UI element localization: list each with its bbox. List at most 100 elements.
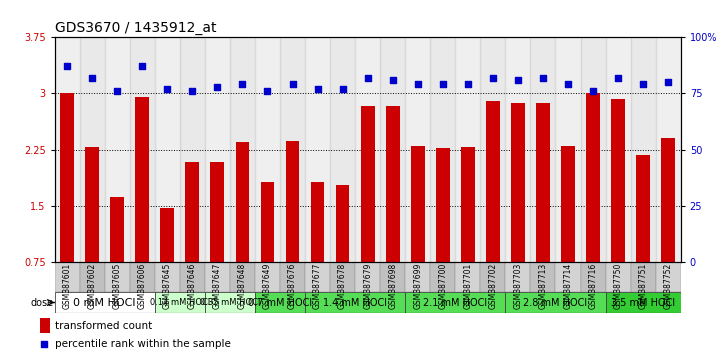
Point [312, 86, 323, 92]
Text: 0.7 mM HOCl: 0.7 mM HOCl [248, 297, 312, 308]
Point [287, 81, 298, 87]
Bar [205, 292, 255, 313]
Bar [606, 262, 630, 292]
Bar [135, 97, 149, 262]
Bar [210, 162, 224, 262]
Bar [311, 182, 325, 262]
Bar [486, 101, 499, 262]
Bar [79, 262, 105, 292]
Text: GSM387700: GSM387700 [438, 263, 447, 309]
Bar [55, 262, 79, 292]
Text: GSM387648: GSM387648 [238, 263, 247, 309]
Text: GSM387701: GSM387701 [463, 263, 472, 309]
Bar [180, 37, 205, 262]
Bar [405, 292, 505, 313]
Text: GSM387679: GSM387679 [363, 263, 372, 309]
Bar [606, 37, 630, 262]
Text: GSM387677: GSM387677 [313, 263, 322, 309]
Bar [380, 37, 405, 262]
Bar [85, 147, 99, 262]
Text: dose: dose [31, 297, 54, 308]
Bar [205, 37, 230, 262]
Bar [430, 262, 455, 292]
Bar [505, 37, 531, 262]
Bar [536, 103, 550, 262]
Point [437, 81, 448, 87]
Text: percentile rank within the sample: percentile rank within the sample [55, 339, 231, 349]
Bar [305, 292, 405, 313]
Point [87, 75, 98, 80]
Point [237, 81, 248, 87]
Text: GSM387751: GSM387751 [638, 263, 648, 309]
Bar [505, 292, 606, 313]
Text: GSM387699: GSM387699 [414, 263, 422, 309]
Bar [411, 146, 424, 262]
Text: GSM387646: GSM387646 [188, 263, 197, 309]
Bar [586, 93, 600, 262]
Point [412, 81, 424, 87]
Text: 0.14 mM HOCl: 0.14 mM HOCl [150, 298, 210, 307]
Point [587, 88, 599, 94]
Bar [561, 146, 575, 262]
Bar [230, 262, 255, 292]
Point [487, 75, 499, 80]
Bar [40, 318, 50, 333]
Point [462, 81, 474, 87]
Bar [236, 142, 249, 262]
Text: GSM387676: GSM387676 [288, 263, 297, 309]
Bar [130, 262, 155, 292]
Bar [405, 37, 430, 262]
Bar [480, 37, 505, 262]
Bar [531, 37, 555, 262]
Point [111, 88, 123, 94]
Bar [455, 262, 480, 292]
Bar [661, 138, 675, 262]
Bar [255, 37, 280, 262]
Bar [285, 141, 299, 262]
Bar [261, 182, 274, 262]
Point [212, 84, 223, 90]
Text: GSM387698: GSM387698 [388, 263, 397, 309]
Bar [205, 262, 230, 292]
Text: GSM387714: GSM387714 [563, 263, 572, 309]
Bar [305, 262, 330, 292]
Point [387, 77, 398, 83]
Text: 2.8 mM HOCl: 2.8 mM HOCl [523, 297, 587, 308]
Bar [461, 147, 475, 262]
Text: GSM387602: GSM387602 [87, 263, 97, 309]
Bar [355, 37, 380, 262]
Point [512, 77, 523, 83]
Bar [105, 37, 130, 262]
Point [537, 75, 549, 80]
Bar [436, 148, 450, 262]
Bar [330, 262, 355, 292]
Bar [255, 292, 305, 313]
Bar [555, 262, 580, 292]
Bar [386, 106, 400, 262]
Point [637, 81, 649, 87]
Bar [455, 37, 480, 262]
Point [562, 81, 574, 87]
Bar [630, 262, 656, 292]
Text: 2.1 mM HOCl: 2.1 mM HOCl [423, 297, 487, 308]
Bar [580, 37, 606, 262]
Text: GSM387752: GSM387752 [664, 263, 673, 309]
Bar [630, 37, 656, 262]
Bar [280, 262, 305, 292]
Bar [361, 106, 374, 262]
Bar [330, 37, 355, 262]
Bar [555, 37, 580, 262]
Bar [111, 197, 124, 262]
Text: GSM387645: GSM387645 [163, 263, 172, 309]
Text: GSM387716: GSM387716 [588, 263, 598, 309]
Bar [105, 262, 130, 292]
Bar [505, 262, 531, 292]
Bar [656, 37, 681, 262]
Bar [180, 262, 205, 292]
Bar [60, 93, 74, 262]
Bar [79, 37, 105, 262]
Bar [280, 37, 305, 262]
Bar [511, 103, 525, 262]
Bar [186, 162, 199, 262]
Bar [255, 262, 280, 292]
